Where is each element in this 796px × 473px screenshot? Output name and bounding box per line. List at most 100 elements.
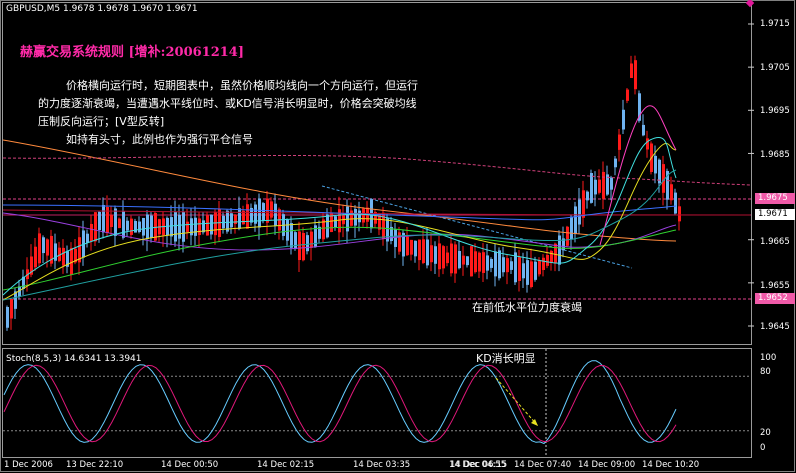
candle-body — [678, 206, 681, 222]
candle-body — [206, 215, 209, 236]
time-tick: 1 Dec 2006 — [4, 460, 53, 470]
candle-body — [574, 206, 577, 234]
candle-body — [170, 217, 173, 237]
candle-body — [454, 244, 457, 274]
candle-body — [86, 233, 89, 243]
candle-body — [494, 251, 497, 277]
candle-body — [182, 211, 185, 242]
candle-body — [434, 246, 437, 264]
candle-body — [202, 220, 205, 233]
candle-body — [222, 215, 225, 229]
time-tick: 14 Dec 00:50 — [161, 460, 219, 470]
candle-body — [442, 246, 445, 269]
candle-body — [294, 232, 297, 250]
candle-body — [338, 209, 341, 233]
candle-body — [394, 229, 397, 247]
candle-body — [66, 251, 69, 267]
candle-body — [642, 124, 645, 136]
candle-body — [562, 238, 565, 251]
candle-body — [546, 254, 549, 266]
candle-body — [426, 239, 429, 266]
candle-body — [514, 252, 517, 283]
candle-body — [618, 134, 621, 150]
candle-body — [178, 214, 181, 239]
candle-body — [10, 298, 13, 319]
candle-body — [106, 206, 109, 233]
candle-body — [462, 255, 465, 265]
price-tick: 1.9645 — [760, 322, 790, 332]
candle-body — [486, 255, 489, 271]
candle-body — [674, 192, 677, 214]
level-label-lower: 1.9652 — [755, 293, 795, 304]
candle-body — [318, 226, 321, 239]
ohlc-values: 1.9678 1.9678 1.9670 1.9671 — [63, 4, 198, 14]
candle-body — [22, 276, 25, 289]
price-chart-panel[interactable] — [2, 2, 752, 345]
candle-body — [626, 89, 629, 101]
candle-body — [254, 204, 257, 224]
candle-body — [290, 223, 293, 248]
candle-body — [70, 247, 73, 275]
stoch-tick: 0 — [760, 443, 766, 453]
candle-body — [122, 211, 125, 238]
symbol-timeframe: GBPUSD,M5 — [6, 4, 61, 14]
candle-body — [510, 261, 513, 270]
candle-body — [654, 155, 657, 174]
candle-body — [666, 171, 669, 200]
candle-body — [94, 212, 97, 242]
candle-body — [578, 199, 581, 225]
candle-body — [538, 260, 541, 275]
candle-body — [430, 245, 433, 263]
candle-body — [138, 221, 141, 233]
candle-body — [374, 211, 377, 224]
candle-body — [30, 256, 33, 275]
candle-body — [446, 252, 449, 264]
candle-body — [378, 214, 381, 230]
candle-body — [242, 210, 245, 225]
candle-body — [598, 179, 601, 193]
ma-cyan — [2, 137, 677, 296]
candle-body — [246, 204, 249, 229]
trend-line — [321, 185, 633, 269]
candle-body — [302, 232, 305, 261]
candle-body — [174, 212, 177, 242]
candle-body — [498, 250, 501, 279]
kd-arrow-head-icon — [531, 419, 538, 426]
stoch-tick: 20 — [760, 428, 771, 438]
candle-body — [478, 252, 481, 272]
candle-body — [534, 261, 537, 280]
candle-body — [74, 248, 77, 263]
candle-body — [414, 240, 417, 257]
candle-body — [490, 258, 493, 268]
stoch-header: Stoch(8,5,3) 14.6341 13.3941 — [6, 354, 142, 364]
candle-body — [194, 217, 197, 236]
candle-body — [330, 212, 333, 233]
candle-body — [542, 257, 545, 270]
candle-body — [482, 252, 485, 273]
candle-body — [110, 215, 113, 227]
candle-body — [34, 246, 37, 268]
stochastic-panel[interactable] — [2, 348, 752, 458]
candle-body — [670, 184, 673, 201]
candle-body — [250, 207, 253, 223]
candle-body — [586, 191, 589, 201]
candle-body — [406, 236, 409, 256]
time-tick: 14 Dec 02:15 — [257, 460, 315, 470]
candle-body — [58, 247, 61, 262]
candle-body — [322, 219, 325, 240]
candle-body — [566, 226, 569, 246]
candle-body — [662, 164, 665, 193]
candle-body — [398, 232, 401, 252]
candle-body — [658, 159, 661, 184]
price-tick: 1.9665 — [760, 237, 790, 247]
candle-body — [506, 258, 509, 273]
candle-body — [126, 220, 129, 231]
candle-body — [554, 243, 557, 264]
candle-body — [118, 218, 121, 229]
candle-body — [350, 210, 353, 226]
candle-body — [298, 231, 301, 261]
candle-body — [550, 250, 553, 264]
candle-body — [522, 263, 525, 279]
candle-body — [358, 210, 361, 223]
